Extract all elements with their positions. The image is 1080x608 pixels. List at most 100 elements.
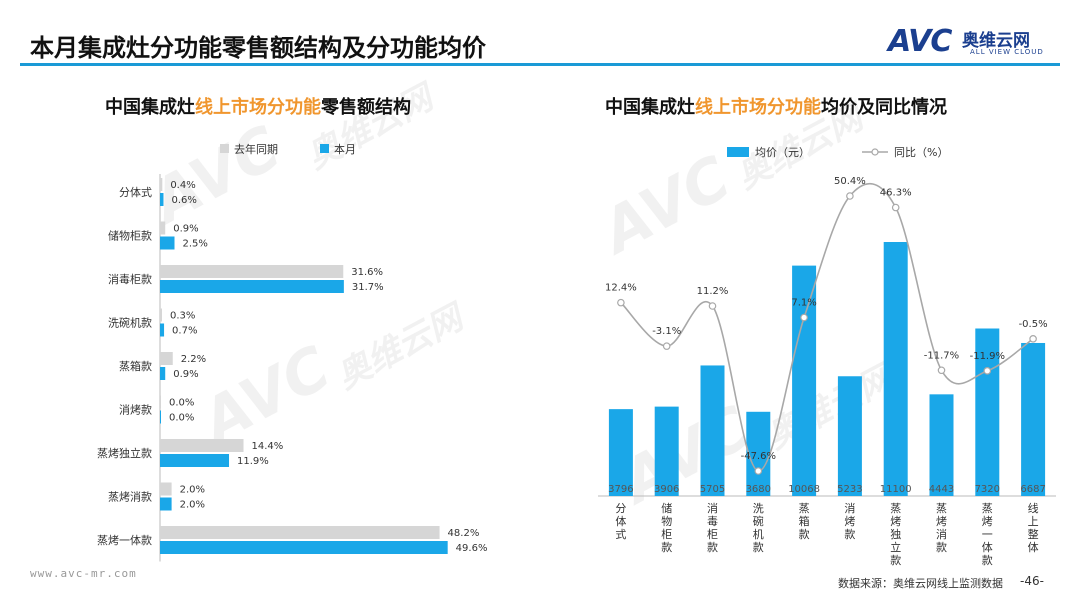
bar-last-year [160,265,344,278]
category-label-char: 烤 [844,514,855,528]
legend-swatch-last-year [220,144,229,153]
label-this-month: 49.6% [456,543,488,554]
category-label-char: 蒸 [799,502,810,515]
bar-this-month [160,236,175,250]
label-yoy: 50.4% [834,176,866,187]
bar-avg-price [837,376,862,496]
category-label-char: 款 [799,527,810,541]
bar-avg-price [654,406,679,496]
legend-swatch-this-month [320,144,329,153]
category-label-char: 机 [753,527,764,541]
label-this-month: 0.7% [172,326,197,337]
label-this-month: 0.9% [173,369,198,380]
category-label-char: 柜 [661,528,672,541]
category-label-char: 箱 [799,514,810,528]
label-yoy: 46.3% [880,188,912,199]
left-chart-title: 中国集成灶线上市场分功能零售额结构 [105,93,411,119]
left-title-part: 中国集成灶 [105,97,195,118]
category-label-char: 蒸 [936,502,947,515]
point-yoy [754,467,763,475]
label-yoy: 7.1% [791,298,816,309]
point-yoy [846,192,854,200]
bar-last-year [160,178,163,191]
category-label: 蒸箱款 [119,359,152,373]
category-label-char: 分 [615,502,626,515]
bar-avg-price [608,409,633,496]
logo-cn: 奥维云网 [962,31,1030,51]
label-avg-price: 3680 [746,484,771,495]
label-yoy: -11.9% [970,351,1005,362]
left-title-highlight: 线上市场分功能 [195,97,321,118]
point-yoy [708,302,717,310]
category-label-char: 体 [1028,540,1039,554]
right-title-highlight: 线上市场分功能 [695,97,821,118]
category-label-char: 蒸 [890,502,901,515]
bar-this-month [160,497,172,511]
label-avg-price: 11100 [880,484,912,495]
category-label-char: 款 [753,540,764,554]
right-chart-title: 中国集成灶线上市场分功能均价及同比情况 [605,93,947,119]
point-yoy [1029,335,1037,343]
legend-label-avg-price: 均价（元） [755,146,810,159]
bar-last-year [160,526,440,539]
label-last-year: 0.4% [170,180,195,191]
category-label-char: 烤 [890,514,901,528]
label-avg-price: 10068 [788,484,820,495]
label-yoy: 11.2% [697,286,729,297]
label-last-year: 0.3% [170,311,195,322]
category-label: 蒸烤独立款 [97,446,152,460]
bar-avg-price [1021,342,1046,496]
label-this-month: 0.0% [169,413,194,424]
category-label-char: 烤 [982,514,993,528]
data-source: 数据来源：奥维云网线上监测数据 [838,577,1003,590]
bar-avg-price [746,411,771,496]
legend-label-this-month: 本月 [334,142,356,156]
label-last-year: 0.0% [169,398,194,409]
label-this-month: 2.0% [180,500,205,511]
category-label-char: 线 [1028,501,1039,515]
title-divider [20,63,1060,66]
point-yoy [937,366,946,375]
label-avg-price: 4443 [929,484,954,495]
category-label-char: 整 [1028,527,1039,541]
label-this-month: 2.5% [183,239,208,250]
bar-last-year [160,395,161,409]
category-label-char: 毒 [707,515,718,528]
logo-en: ALL VIEW CLOUD [970,48,1044,56]
category-label: 消烤款 [119,403,152,417]
bar-this-month [160,410,161,424]
category-label-char: 消 [844,501,855,515]
bar-last-year [160,482,172,496]
label-avg-price: 7320 [975,484,1000,495]
bar-avg-price [792,265,817,496]
label-avg-price: 3906 [654,484,679,495]
bar-this-month [160,280,344,293]
category-label-char: 一 [982,528,993,541]
category-label-char: 上 [1028,515,1039,528]
line-yoy [620,182,1034,472]
label-avg-price: 6687 [1020,484,1045,495]
point-yoy [800,313,808,322]
category-label-char: 蒸 [982,502,993,515]
category-label-char: 款 [890,553,901,567]
page-number: -46- [1020,574,1044,588]
bar-this-month [160,367,166,380]
category-label-char: 烤 [936,514,947,528]
bar-avg-price [929,394,954,496]
legend-label-last-year: 去年同期 [234,142,278,156]
category-label-char: 体 [615,514,626,528]
category-label-char: 独 [890,528,901,541]
category-label-char: 款 [707,540,718,554]
category-label-char: 消 [936,527,947,541]
label-last-year: 2.0% [180,485,205,496]
label-last-year: 31.6% [351,267,383,278]
bar-this-month [160,323,165,337]
category-label-char: 体 [982,540,993,554]
category-label-char: 款 [936,540,947,554]
category-label-char: 碗 [753,514,764,528]
category-label-char: 款 [844,527,855,541]
category-label: 蒸烤消款 [108,490,152,504]
category-label: 分体式 [119,185,152,199]
label-avg-price: 5233 [837,484,862,495]
